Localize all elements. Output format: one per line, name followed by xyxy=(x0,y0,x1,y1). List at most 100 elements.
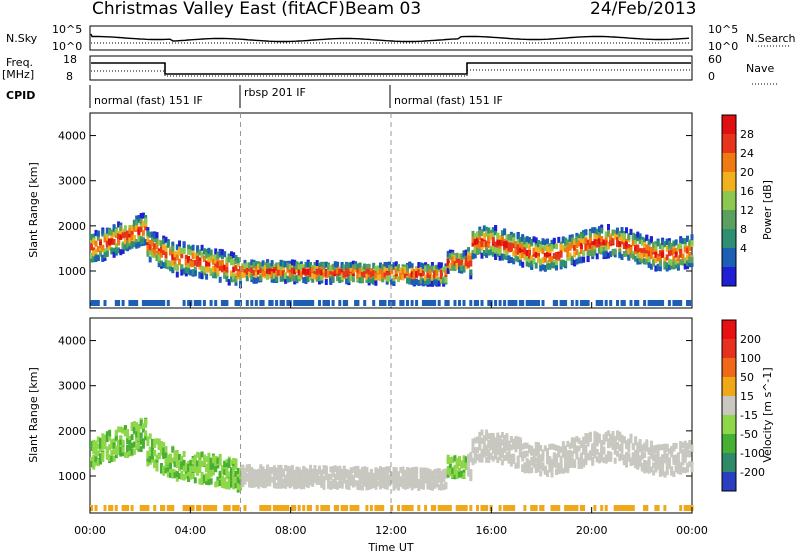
heatmap-cell xyxy=(550,459,554,466)
heatmap-cell xyxy=(670,469,674,476)
heatmap-cell xyxy=(281,505,285,511)
colorbar-swatch xyxy=(722,134,736,154)
heatmap-cell xyxy=(579,461,583,467)
heatmap-cell xyxy=(92,439,96,446)
heatmap-cell xyxy=(336,267,340,274)
heatmap-cell xyxy=(358,474,362,481)
heatmap-cell xyxy=(320,481,324,488)
heatmap-cell xyxy=(437,262,441,269)
heatmap-cell xyxy=(672,300,676,306)
heatmap-cell xyxy=(112,455,116,462)
heatmap-cell xyxy=(146,236,150,243)
heatmap-cell xyxy=(424,266,428,273)
heatmap-cell xyxy=(424,468,428,475)
heatmap-cell xyxy=(268,268,272,275)
heatmap-cell xyxy=(564,505,568,511)
heatmap-cell xyxy=(485,247,489,254)
heatmap-cell xyxy=(448,262,452,269)
heatmap-cell xyxy=(297,477,301,484)
heatmap-cell xyxy=(112,251,116,258)
heatmap-cell xyxy=(146,241,150,248)
heatmap-cell xyxy=(360,271,364,278)
heatmap-cell xyxy=(640,453,644,460)
heatmap-cell xyxy=(135,242,139,249)
heatmap-cell xyxy=(139,438,143,445)
heatmap-cell xyxy=(482,451,486,458)
heatmap-cell xyxy=(471,240,475,247)
heatmap-cell xyxy=(686,260,689,267)
heatmap-cell xyxy=(428,300,432,306)
heatmap-cell xyxy=(207,251,211,258)
heatmap-cell xyxy=(99,442,102,449)
heatmap-cell xyxy=(600,300,604,306)
heatmap-cell xyxy=(512,233,516,240)
heatmap-cell xyxy=(94,445,98,452)
heatmap-cell xyxy=(207,255,211,262)
heatmap-cell xyxy=(175,475,179,482)
heatmap-cell xyxy=(304,277,308,284)
heatmap-cell xyxy=(324,466,328,473)
heatmap-cell xyxy=(652,241,656,248)
heatmap-cell xyxy=(193,477,197,484)
heatmap-cell xyxy=(277,474,281,481)
heatmap-cell xyxy=(245,275,249,282)
heatmap-cell xyxy=(144,434,148,441)
heatmap-cell xyxy=(130,224,134,231)
heatmap-cell xyxy=(435,264,439,271)
heatmap-cell xyxy=(119,426,123,433)
heatmap-cell xyxy=(491,442,495,449)
heatmap-cell xyxy=(99,453,102,460)
heatmap-cell xyxy=(521,443,525,450)
heatmap-cell xyxy=(665,445,669,452)
heatmap-cell xyxy=(358,478,362,485)
heatmap-cell xyxy=(365,484,369,491)
heatmap-cell xyxy=(227,256,231,263)
heatmap-cell xyxy=(178,248,181,255)
date-label: 24/Feb/2013 xyxy=(590,0,696,19)
heatmap-cell xyxy=(442,277,446,284)
heatmap-cell xyxy=(187,463,191,470)
heatmap-cell xyxy=(462,265,466,272)
heatmap-cell xyxy=(406,470,409,477)
heatmap-cell xyxy=(654,300,658,306)
heatmap-cell xyxy=(421,279,425,286)
heatmap-cell xyxy=(525,450,529,457)
heatmap-cell xyxy=(652,300,656,306)
heatmap-cell xyxy=(570,461,574,468)
heatmap-cell xyxy=(388,479,391,486)
heatmap-cell xyxy=(656,505,660,511)
heatmap-cell xyxy=(336,468,340,475)
colorbar-tick-label: 100 xyxy=(740,352,761,365)
heatmap-cell xyxy=(523,254,527,261)
heatmap-cell xyxy=(686,235,689,242)
heatmap-cell xyxy=(509,505,513,511)
heatmap-cell xyxy=(597,433,601,440)
heatmap-cell xyxy=(302,483,306,490)
heatmap-cell xyxy=(345,278,349,285)
heatmap-cell xyxy=(313,268,317,275)
heatmap-cell xyxy=(503,442,507,449)
heatmap-cell xyxy=(426,275,430,282)
heatmap-cell xyxy=(306,482,310,489)
heatmap-cell xyxy=(205,266,209,273)
heatmap-cell xyxy=(539,265,543,272)
heatmap-cell xyxy=(103,443,107,450)
heatmap-cell xyxy=(498,443,502,450)
heatmap-cell xyxy=(110,233,114,240)
heatmap-cell xyxy=(105,234,109,241)
heatmap-cell xyxy=(573,447,577,454)
heatmap-cell xyxy=(408,479,412,486)
heatmap-cell xyxy=(306,276,310,283)
heatmap-cell xyxy=(523,462,527,469)
heatmap-cell xyxy=(277,482,281,489)
heatmap-cell xyxy=(410,278,414,285)
heatmap-cell xyxy=(146,250,150,257)
heatmap-cell xyxy=(645,460,649,467)
heatmap-cell xyxy=(435,269,439,275)
heatmap-cell xyxy=(498,244,502,251)
heatmap-cell xyxy=(579,242,583,249)
heatmap-cell xyxy=(665,453,669,460)
heatmap-cell xyxy=(419,270,423,277)
heatmap-cell xyxy=(376,472,380,479)
heatmap-cell xyxy=(151,251,154,258)
